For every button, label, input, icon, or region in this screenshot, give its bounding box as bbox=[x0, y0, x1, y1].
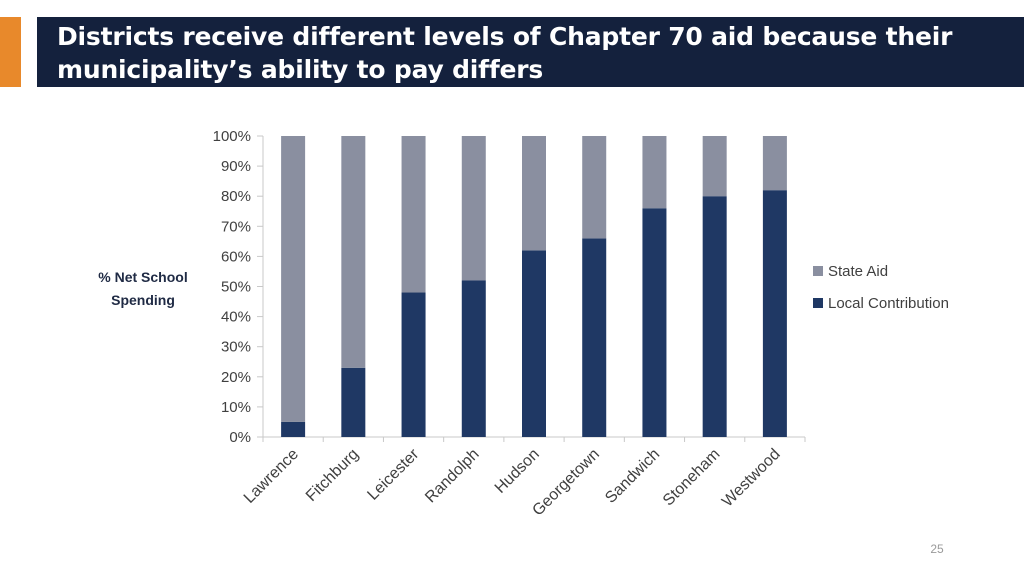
y-tick-label: 50% bbox=[221, 279, 251, 296]
slide-title: Districts receive different levels of Ch… bbox=[57, 22, 953, 84]
x-tick-label: Fitchburg bbox=[303, 446, 362, 505]
bar-local-contribution bbox=[281, 421, 306, 437]
x-tick-label: Lawrence bbox=[241, 446, 302, 507]
y-tick-label: 20% bbox=[221, 369, 251, 386]
bar-state-aid bbox=[401, 136, 426, 293]
bar-local-contribution bbox=[642, 208, 667, 437]
bar-state-aid bbox=[582, 136, 607, 239]
y-tick-label: 90% bbox=[221, 158, 251, 175]
legend-label: State Aid bbox=[828, 263, 888, 280]
y-tick-label: 70% bbox=[221, 218, 251, 235]
x-tick-label: Westwood bbox=[719, 446, 784, 511]
legend-swatch bbox=[813, 266, 823, 276]
y-tick-label: 30% bbox=[221, 339, 251, 356]
bar-state-aid bbox=[762, 136, 787, 191]
y-axis-title: % Net School bbox=[98, 269, 187, 285]
bar-local-contribution bbox=[762, 190, 787, 437]
page-number: 25 bbox=[930, 542, 944, 556]
legend-swatch bbox=[813, 298, 823, 308]
bar-state-aid bbox=[281, 136, 306, 422]
y-tick-label: 80% bbox=[221, 188, 251, 205]
bar-local-contribution bbox=[461, 280, 486, 437]
x-tick-label: Sandwich bbox=[602, 446, 663, 507]
bar-local-contribution bbox=[341, 367, 366, 437]
bar-state-aid bbox=[461, 136, 486, 281]
bar-local-contribution bbox=[582, 238, 607, 437]
x-tick-label: Leicester bbox=[364, 445, 422, 503]
y-axis-title: Spending bbox=[111, 292, 175, 308]
y-tick-label: 10% bbox=[221, 399, 251, 416]
bar-local-contribution bbox=[522, 250, 546, 437]
y-tick-label: 60% bbox=[221, 248, 251, 265]
y-tick-label: 100% bbox=[213, 128, 251, 145]
bar-state-aid bbox=[522, 136, 546, 251]
bar-state-aid bbox=[642, 136, 667, 209]
y-tick-label: 40% bbox=[221, 309, 251, 326]
bar-local-contribution bbox=[401, 292, 426, 437]
x-tick-label: Stoneham bbox=[660, 446, 724, 510]
legend-label: Local Contribution bbox=[828, 295, 949, 312]
x-tick-label: Hudson bbox=[492, 446, 543, 497]
y-tick-label: 0% bbox=[229, 429, 251, 446]
bar-state-aid bbox=[702, 136, 727, 197]
bar-local-contribution bbox=[702, 196, 727, 437]
accent-bar bbox=[0, 17, 21, 87]
bar-state-aid bbox=[341, 136, 366, 368]
title-band: Districts receive different levels of Ch… bbox=[37, 17, 1024, 87]
x-tick-label: Randolph bbox=[422, 446, 482, 506]
